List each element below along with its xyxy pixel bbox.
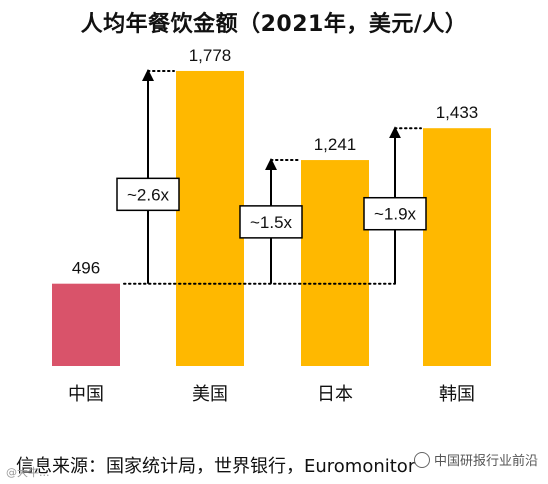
watermark-left: @大牛... <box>6 466 50 479</box>
value-label: 496 <box>72 259 100 278</box>
source-note: 信息来源：国家统计局，世界银行，Euromonitor <box>16 456 416 477</box>
bar-2 <box>301 160 369 366</box>
bar-1 <box>176 70 244 366</box>
value-label: 1,241 <box>314 135 357 154</box>
wechat-icon <box>414 452 430 468</box>
multiplier-box-1 <box>239 205 303 239</box>
multiplier-box-2 <box>363 196 427 231</box>
multiplier-label: ~1.5x <box>250 213 293 232</box>
bar-0 <box>52 283 120 366</box>
category-label: 韩国 <box>439 384 475 405</box>
bar-chart: ~2.6x ~1.5x ~1.9x 496 中国 1,778 美国 1,241 日本 1,433… <box>52 46 491 405</box>
bar-3 <box>423 128 491 366</box>
multiplier-label: ~2.6x <box>127 185 170 204</box>
value-label: 1,433 <box>436 103 479 122</box>
category-label: 日本 <box>317 384 353 405</box>
chart-title: 人均年餐饮金额（2021年，美元/人） <box>80 12 468 37</box>
watermark-right: 中国研报行业前沿 <box>414 450 538 469</box>
value-label: 1,778 <box>189 46 232 65</box>
watermark-right-text: 中国研报行业前沿 <box>434 454 539 469</box>
multiplier-label: ~1.9x <box>374 205 417 224</box>
multiplier-box-0 <box>116 177 180 212</box>
category-label: 中国 <box>68 384 104 405</box>
category-label: 美国 <box>192 384 228 405</box>
